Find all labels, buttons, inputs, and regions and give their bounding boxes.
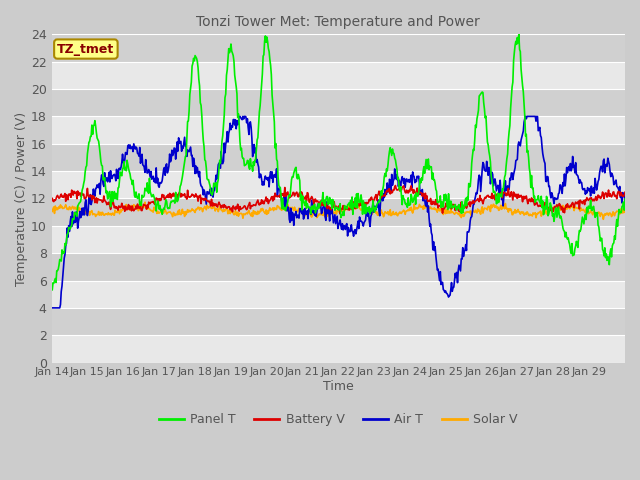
Bar: [51, 308, 625, 335]
Air T: [250, 144, 257, 150]
Panel T: [431, 177, 438, 182]
Battery V: [47, 198, 55, 204]
Battery V: [621, 189, 629, 195]
Panel T: [47, 286, 55, 292]
Air T: [47, 305, 55, 311]
Bar: [51, 280, 625, 308]
Battery V: [336, 211, 344, 217]
Solar V: [141, 199, 149, 205]
Line: Panel T: Panel T: [51, 35, 625, 290]
Line: Solar V: Solar V: [51, 202, 625, 219]
Solar V: [115, 208, 123, 214]
Bar: [51, 89, 625, 116]
Bar: [51, 253, 625, 280]
Bar: [51, 62, 625, 89]
Solar V: [271, 205, 279, 211]
Air T: [115, 166, 123, 172]
Solar V: [221, 208, 229, 214]
Battery V: [249, 203, 257, 209]
Battery V: [220, 202, 228, 207]
Solar V: [431, 205, 438, 211]
Panel T: [515, 32, 523, 37]
Solar V: [47, 207, 55, 213]
Battery V: [431, 202, 439, 207]
Bar: [51, 198, 625, 226]
Solar V: [398, 209, 406, 215]
Battery V: [115, 203, 123, 209]
Line: Air T: Air T: [51, 116, 625, 308]
Panel T: [221, 95, 229, 100]
Battery V: [392, 183, 399, 189]
Line: Battery V: Battery V: [51, 186, 625, 214]
Bar: [51, 171, 625, 198]
Air T: [236, 113, 243, 119]
Solar V: [250, 208, 257, 214]
Air T: [398, 174, 406, 180]
Solar V: [600, 216, 607, 222]
Panel T: [621, 196, 629, 202]
Legend: Panel T, Battery V, Air T, Solar V: Panel T, Battery V, Air T, Solar V: [154, 408, 523, 431]
Air T: [271, 172, 279, 178]
Panel T: [398, 202, 406, 207]
Bar: [51, 226, 625, 253]
Panel T: [271, 145, 279, 151]
Y-axis label: Temperature (C) / Power (V): Temperature (C) / Power (V): [15, 111, 28, 286]
Panel T: [49, 287, 56, 293]
Panel T: [250, 159, 257, 165]
Air T: [431, 248, 438, 253]
Bar: [51, 116, 625, 144]
Solar V: [621, 207, 629, 213]
Battery V: [399, 184, 407, 190]
Bar: [51, 144, 625, 171]
Panel T: [116, 177, 124, 183]
Title: Tonzi Tower Met: Temperature and Power: Tonzi Tower Met: Temperature and Power: [196, 15, 480, 29]
Bar: [51, 335, 625, 362]
Air T: [621, 198, 629, 204]
Air T: [220, 140, 228, 146]
Bar: [51, 35, 625, 62]
Text: TZ_tmet: TZ_tmet: [57, 43, 115, 56]
Battery V: [271, 197, 278, 203]
X-axis label: Time: Time: [323, 380, 354, 393]
